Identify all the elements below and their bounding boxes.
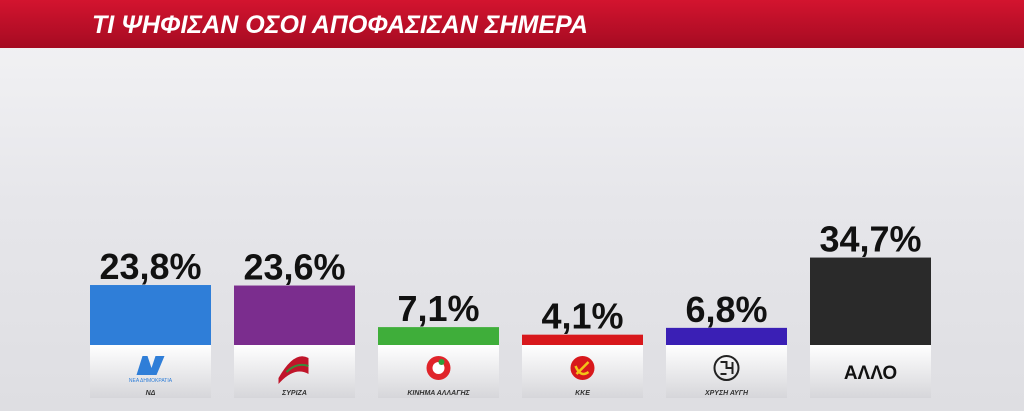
logo	[285, 363, 309, 373]
bar	[522, 334, 643, 345]
category-label: ΣΥΡΙΖΑ	[281, 390, 307, 397]
logo-text: ΝΕΑ ΔΗΜΟΚΡΑΤΙΑ	[129, 378, 173, 384]
value-label: 4,1%	[541, 296, 623, 337]
category-label: ΚΙΝΗΜΑ ΑΛΛΑΓΗΣ	[407, 390, 470, 397]
logo	[574, 361, 590, 376]
bar	[666, 327, 787, 345]
logo	[136, 356, 165, 375]
category-label: ΝΔ	[146, 390, 156, 397]
chart-title: ΤΙ ΨΗΦΙΣΑΝ ΟΣΟΙ ΑΠΟΦΑΣΙΣΑΝ ΣΗΜΕΡΑ	[92, 11, 588, 39]
value-label: 23,8%	[99, 246, 201, 287]
logo	[713, 355, 740, 381]
logo-card	[666, 345, 787, 398]
category-label: ΚΚΕ	[575, 390, 590, 397]
logo-card	[810, 345, 931, 398]
logo	[278, 356, 309, 384]
category-label: ΑΛΛΟ	[844, 363, 897, 384]
category-label: ΧΡΥΣΗ ΑΥΓΗ	[704, 390, 749, 397]
value-label: 23,6%	[243, 247, 345, 288]
bar	[810, 257, 931, 345]
value-label: 6,8%	[685, 289, 767, 330]
header-band	[0, 0, 1024, 48]
logo	[438, 359, 445, 365]
bar	[378, 327, 499, 345]
value-label: 7,1%	[397, 288, 479, 329]
bar	[234, 285, 355, 345]
value-label: 34,7%	[819, 219, 921, 260]
bar	[90, 285, 211, 345]
logo	[720, 361, 734, 375]
